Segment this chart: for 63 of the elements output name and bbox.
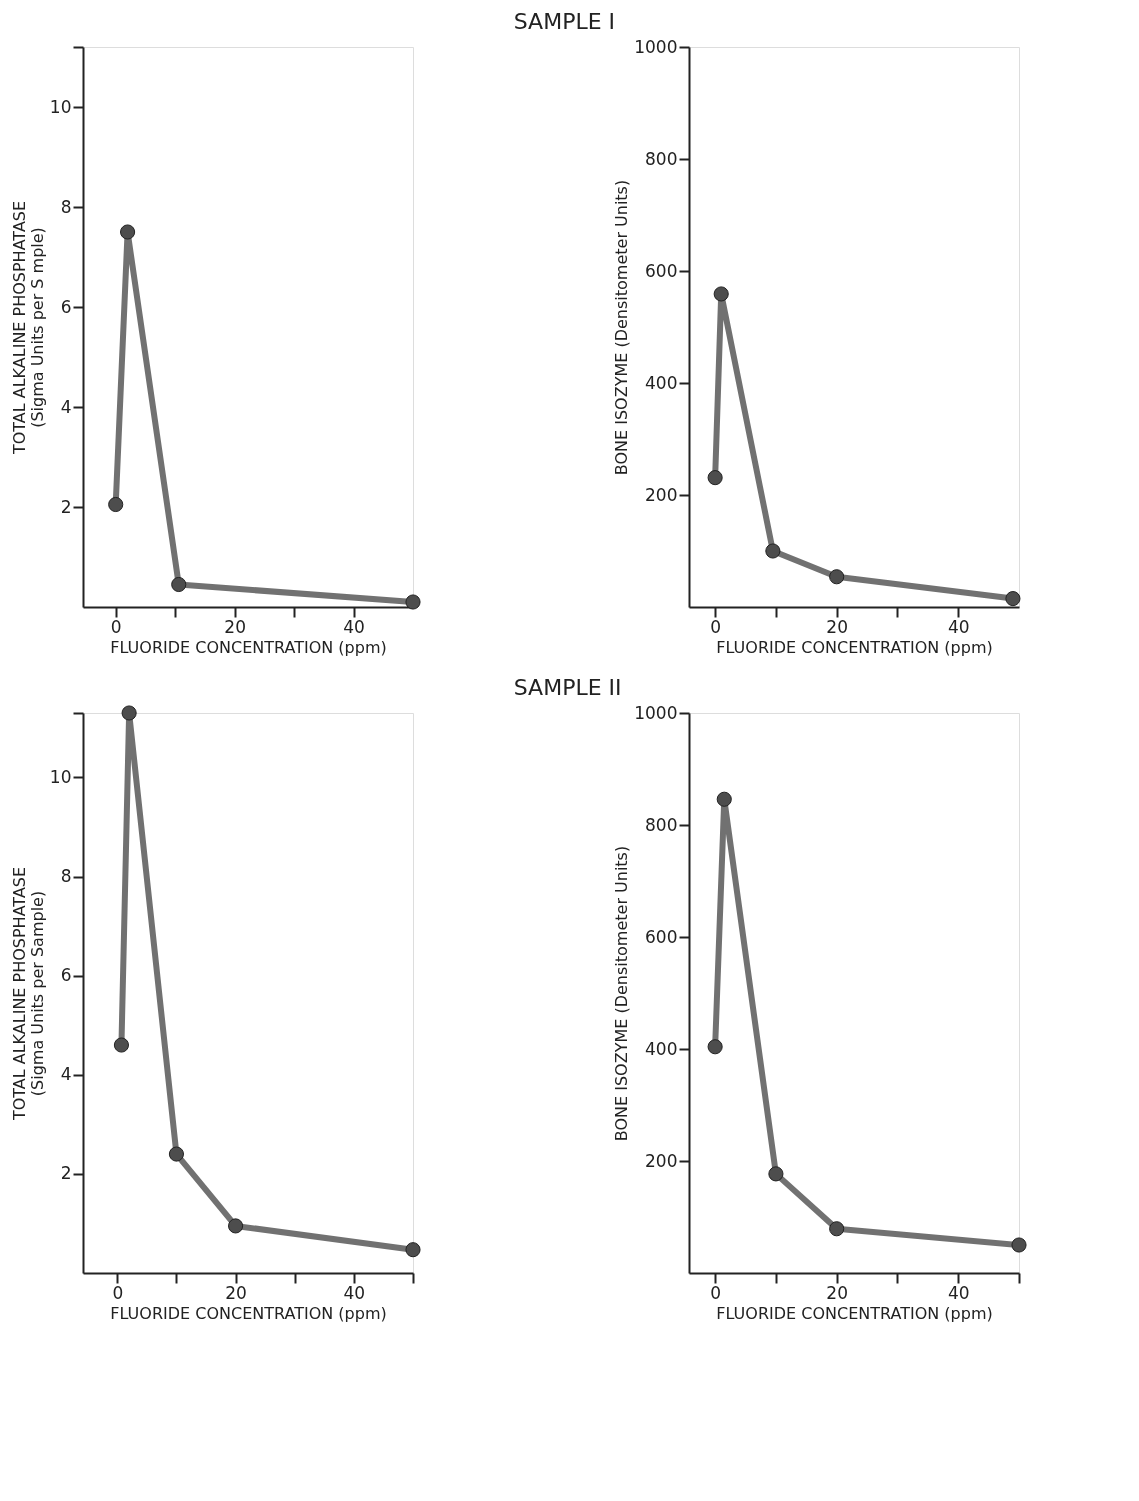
y-tick-label: 6 [60,965,72,986]
chart-title: SAMPLE II [513,675,622,700]
chart-title: SAMPLE I [513,9,616,34]
y-axis-title: BONE ISOZYME (Densitometer Units) [612,845,632,1142]
y-tick-label: 2 [60,496,72,517]
y-tick-label: 400 [645,1038,678,1059]
y-tick-label: 600 [645,260,678,281]
x-tick-label: 0 [112,1282,124,1303]
text: TOTAL ALKALINE PHOSPHATASE [9,200,29,455]
x-axis-title: FLUORIDE CONCENTRATION (ppm) [716,637,993,657]
point [405,1242,421,1258]
y-tick-label: 2 [60,1163,72,1184]
y-tick-label: 8 [60,866,72,887]
point [171,576,187,593]
y-tick-label: 200 [645,1150,678,1171]
point [768,1166,784,1182]
point [829,1221,845,1237]
point [405,594,421,610]
y-tick-label: 1000 [634,702,678,723]
y-tick-label: 800 [645,814,678,835]
point [765,543,781,559]
point [713,286,729,302]
point [707,1039,723,1055]
point [1005,591,1021,607]
x-tick-label: 0 [710,1282,722,1303]
y-tick-label: 1000 [634,36,678,57]
point [707,470,723,486]
x-tick-label: 40 [947,616,970,637]
x-tick-label: 40 [343,616,365,637]
y-tick-label: 8 [60,196,72,217]
x-tick-label: 20 [826,616,848,637]
x-tick-label: 20 [224,616,246,637]
point [121,705,137,721]
point [829,569,845,585]
point [1011,1237,1027,1253]
y-tick-label: 800 [645,148,678,169]
x-axis-title: FLUORIDE CONCENTRATION (ppm) [716,1303,993,1323]
point [113,1037,130,1053]
y-tick-label: 10 [49,766,72,787]
point [716,791,732,807]
point [108,496,124,513]
y-tick-label: 4 [60,396,72,417]
point [228,1218,244,1234]
y-tick-label: 6 [60,296,72,317]
x-tick-label: 40 [947,1282,970,1303]
text: (Sigma Units per S mple) [27,227,47,428]
x-tick-label: 20 [225,1282,247,1303]
x-tick-label: 0 [110,616,122,637]
x-axis-title: FLUORIDE CONCENTRATION (ppm) [110,637,387,657]
x-tick-label: 40 [343,1282,366,1303]
x-tick-label: 20 [826,1282,848,1303]
y-tick-label: 200 [645,484,678,505]
x-axis-title: FLUORIDE CONCENTRATION (ppm) [110,1303,387,1323]
text: TOTAL ALKALINE PHOSPHATASE [9,866,29,1121]
x-tick-label: 0 [710,616,722,637]
y-tick-label: 10 [49,96,72,117]
point [168,1146,185,1162]
y-tick-label: 4 [60,1064,72,1085]
y-tick-label: 400 [645,372,678,393]
y-tick-label: 600 [645,926,678,947]
point [120,224,136,240]
text: (Sigma Units per Sample) [27,890,47,1097]
y-axis-title: BONE ISOZYME (Densitometer Units) [612,179,632,476]
